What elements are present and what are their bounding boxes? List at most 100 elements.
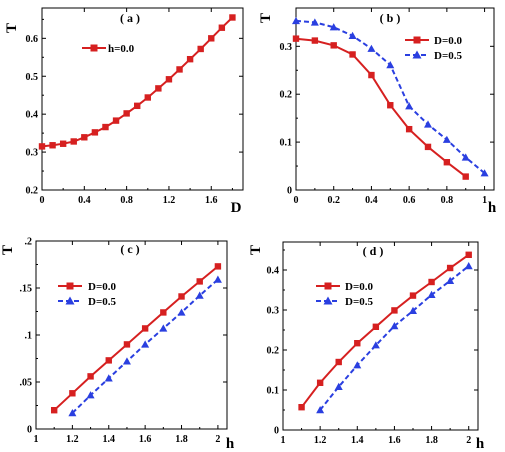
data-point-a-1 — [144, 94, 151, 101]
x-tick-label-d: 1.8 — [425, 435, 438, 446]
data-point-b-1 — [424, 143, 432, 151]
x-tick-label-b: 0.6 — [403, 195, 416, 206]
y-tick-label-c: .05 — [20, 378, 33, 389]
data-point-d-1 — [298, 404, 305, 411]
data-point-c-1 — [196, 278, 203, 285]
data-point-c-1 — [214, 263, 222, 270]
y-tick-label-d: 0.4 — [267, 266, 280, 277]
x-tick-label-d: 1.2 — [314, 435, 327, 446]
data-point-c-1 — [160, 309, 167, 316]
x-tick-label-b: 0.8 — [441, 195, 454, 206]
legend-marker-c-1 — [66, 282, 74, 290]
y-tick-label-d: 0.1 — [267, 386, 280, 397]
data-point-b-1 — [405, 125, 413, 133]
data-point-d-1 — [409, 292, 417, 299]
data-point-d-2 — [371, 341, 380, 349]
series-line-d-2 — [319, 265, 470, 411]
x-tick-label-c: 1.6 — [139, 434, 152, 445]
y-tick-label-a: 0.2 — [26, 186, 39, 197]
x-tick-label-a: 0.4 — [78, 195, 91, 206]
y-axis-label-b: T — [258, 13, 274, 23]
data-point-b-2 — [442, 135, 451, 143]
data-point-b-2 — [292, 16, 300, 25]
data-point-d-1 — [372, 323, 380, 330]
data-point-d-2 — [409, 306, 417, 314]
legend-marker-d-2 — [323, 296, 333, 305]
data-point-d-2 — [334, 382, 343, 390]
data-point-b-1 — [349, 51, 356, 58]
data-point-a-1 — [49, 142, 56, 149]
x-tick-label-b: 0.2 — [327, 195, 340, 206]
data-point-a-1 — [102, 123, 109, 131]
legend-marker-b-2 — [412, 50, 422, 59]
x-tick-label-b: 0 — [294, 195, 299, 206]
data-point-c-2 — [104, 374, 113, 382]
y-axis-label-c: T — [0, 245, 16, 255]
data-point-d-1 — [446, 264, 454, 272]
data-point-b-2 — [329, 23, 338, 31]
data-point-c-2 — [68, 409, 77, 417]
legend-label-d-2: D=0.5 — [345, 296, 373, 308]
y-axis-label-a: T — [4, 23, 20, 33]
legend-label-b-1: D=0.0 — [434, 35, 462, 47]
y-tick-label-a: 0.3 — [26, 148, 39, 159]
x-tick-label-c: 1 — [34, 434, 39, 445]
data-point-a-1 — [134, 102, 141, 110]
x-tick-label-b: 1 — [482, 195, 487, 206]
data-point-b-2 — [424, 120, 432, 128]
data-point-d-1 — [316, 379, 324, 386]
data-point-d-1 — [391, 307, 398, 314]
data-point-a-1 — [91, 129, 99, 136]
x-tick-label-c: 2 — [215, 434, 220, 445]
data-point-c-1 — [178, 293, 185, 300]
data-point-a-1 — [155, 85, 162, 92]
x-tick-label-b: 0.4 — [365, 195, 378, 206]
y-tick-label-b: 0 — [287, 186, 292, 197]
data-point-b-1 — [387, 102, 394, 109]
y-tick-label-b: 0.3 — [280, 42, 293, 53]
panel-title-a: ( a ) — [120, 11, 140, 25]
x-tick-label-c: 1.8 — [175, 434, 188, 445]
y-tick-label-d: 0 — [274, 426, 279, 437]
data-point-c-2 — [195, 291, 204, 299]
data-point-b-2 — [348, 31, 357, 39]
data-point-b-2 — [405, 102, 414, 110]
x-tick-label-a: 1.2 — [163, 195, 176, 206]
legend-label-a-1: h=0.0 — [108, 43, 135, 55]
data-point-c-1 — [105, 357, 112, 364]
series-line-d-1 — [300, 253, 470, 408]
panel-title-b: ( b ) — [380, 11, 401, 25]
data-point-a-1 — [186, 55, 194, 63]
data-point-d-2 — [446, 276, 455, 284]
y-tick-label-c: .2 — [25, 237, 33, 248]
x-tick-label-c: 1.4 — [103, 434, 116, 445]
panel-c: 1 1.2 1.4 1.6 1.8 2 0 .05 .1 .15 .2 ( c ) Th D=0.0 D=0… — [0, 237, 235, 452]
legend-label-c-1: D=0.0 — [88, 281, 116, 293]
plot-frame-d — [282, 241, 479, 431]
data-point-a-1 — [197, 45, 204, 53]
y-tick-label-d: 0.2 — [267, 346, 280, 357]
data-point-a-1 — [165, 76, 173, 83]
y-tick-label-d: 0.3 — [267, 306, 280, 317]
data-point-d-2 — [464, 262, 473, 270]
data-point-a-1 — [123, 110, 130, 117]
data-point-d-2 — [390, 322, 399, 330]
data-point-b-2 — [461, 153, 470, 161]
data-point-a-1 — [59, 140, 67, 147]
data-point-c-2 — [141, 340, 150, 348]
y-tick-label-a: 0.4 — [26, 110, 39, 121]
plot-frame-a — [41, 7, 244, 191]
data-point-d-2 — [427, 290, 436, 298]
data-point-c-2 — [159, 324, 168, 332]
data-point-c-1 — [69, 390, 76, 397]
legend-label-d-1: D=0.0 — [345, 281, 373, 293]
data-point-a-1 — [176, 66, 183, 73]
data-point-c-2 — [213, 275, 222, 283]
data-point-c-1 — [141, 325, 149, 332]
y-tick-label-c: 0 — [27, 425, 32, 436]
data-point-d-1 — [335, 358, 342, 366]
legend-marker-d-1 — [324, 282, 332, 290]
y-tick-label-b: 0.1 — [280, 138, 293, 149]
data-point-c-1 — [50, 407, 58, 414]
